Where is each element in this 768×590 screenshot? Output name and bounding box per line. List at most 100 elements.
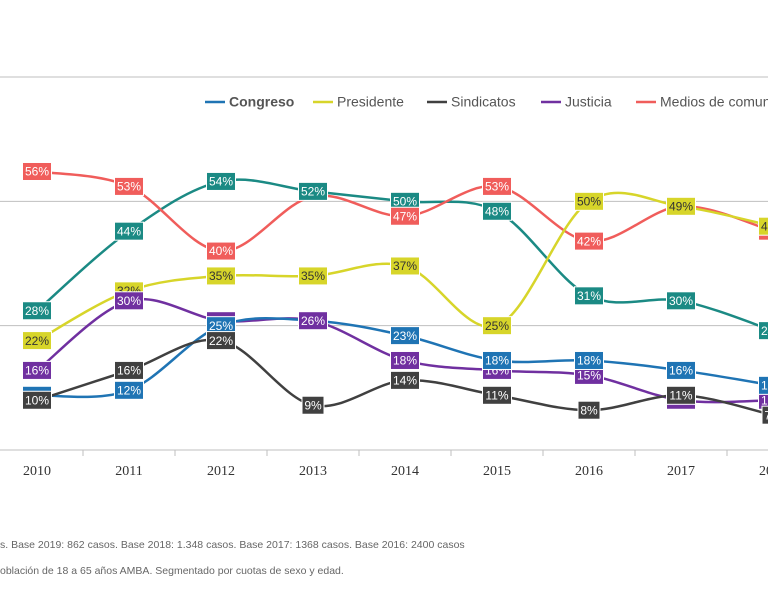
value-label-text: 42% — [577, 234, 601, 248]
value-label-text: 15% — [577, 369, 601, 383]
value-label-box — [206, 266, 236, 286]
value-label-text: 53% — [117, 180, 141, 194]
value-label-box — [22, 161, 52, 181]
value-label-text: 18% — [393, 354, 417, 368]
value-label: 47% — [390, 206, 420, 226]
value-label-text: 52% — [301, 185, 325, 199]
value-label: 14% — [390, 370, 420, 390]
value-label-text: 22% — [209, 334, 233, 348]
value-label-text: 53% — [485, 180, 509, 194]
value-label: 8% — [577, 400, 601, 420]
value-label-text: 40% — [209, 244, 233, 258]
x-tick-label: 2013 — [299, 464, 327, 479]
value-label-text: 45% — [761, 219, 768, 233]
value-label-text: 11% — [485, 388, 508, 402]
x-tick-label: 2010 — [23, 464, 51, 479]
value-label: 9% — [301, 395, 325, 415]
footnote: oblación de 18 a 65 años AMBA. Segmentad… — [0, 565, 344, 577]
value-label-box — [22, 360, 52, 380]
value-label-text: 30% — [117, 294, 141, 308]
value-label-box — [758, 375, 768, 395]
value-label-box — [114, 221, 144, 241]
value-label: 56% — [22, 161, 52, 181]
value-label: 28% — [22, 301, 52, 321]
value-label: 40% — [206, 241, 236, 261]
value-label: 30% — [114, 291, 144, 311]
value-label-text: 44% — [117, 224, 141, 238]
value-label-text: 23% — [393, 329, 417, 343]
value-label-box — [574, 231, 604, 251]
x-tick-label: 2011 — [115, 464, 142, 479]
value-label-box — [114, 380, 144, 400]
value-label: 16% — [666, 360, 696, 380]
value-label-box — [482, 176, 512, 196]
value-label-text: 56% — [25, 165, 49, 179]
value-label-text: 50% — [577, 195, 601, 209]
value-label-text: 37% — [393, 259, 417, 273]
value-label-text: 11% — [669, 388, 692, 402]
value-label: 24% — [758, 321, 768, 341]
value-label: 53% — [482, 176, 512, 196]
value-label-text: 18% — [485, 354, 509, 368]
value-label: 50% — [390, 191, 420, 211]
legend-label: Presidente — [337, 94, 404, 110]
legend-label: Medios de comunicación — [660, 94, 768, 110]
value-label: 35% — [206, 266, 236, 286]
value-label-box — [114, 176, 144, 196]
x-tick-label: 2016 — [575, 464, 603, 479]
value-label-box — [114, 360, 144, 380]
value-label: 25% — [206, 316, 236, 336]
value-label-box — [390, 206, 420, 226]
value-label-text: 30% — [669, 294, 693, 308]
value-label-text: 16% — [669, 364, 693, 378]
value-label: 18% — [482, 350, 512, 370]
value-label: 10% — [758, 390, 768, 410]
value-label: 23% — [390, 326, 420, 346]
footnote: s. Base 2019: 862 casos. Base 2018: 1.34… — [0, 539, 465, 551]
value-label-box — [482, 201, 512, 221]
value-label-text: 14% — [393, 374, 417, 388]
value-label: 11% — [482, 385, 512, 405]
value-label-text: 10% — [761, 393, 768, 407]
value-label-box — [298, 181, 328, 201]
x-tick-label: 2014 — [391, 464, 419, 479]
value-label-text: 10% — [25, 393, 49, 407]
value-label: 26% — [298, 311, 328, 331]
value-label-box — [206, 171, 236, 191]
value-label: 18% — [390, 350, 420, 370]
value-label-box — [482, 350, 512, 370]
value-label-box — [761, 405, 768, 425]
value-label: 16% — [22, 360, 52, 380]
value-label-box — [666, 360, 696, 380]
value-label: 53% — [114, 176, 144, 196]
value-label-text: 7% — [764, 408, 768, 422]
value-label: 48% — [482, 201, 512, 221]
value-label: 44% — [114, 221, 144, 241]
x-tick-label: 2018 — [759, 464, 768, 479]
value-label-text: 26% — [301, 314, 325, 328]
x-tick-label: 2017 — [667, 464, 695, 479]
value-label-box — [22, 331, 52, 351]
value-label-text: 16% — [25, 364, 49, 378]
value-label: 22% — [22, 331, 52, 351]
value-label-box — [298, 266, 328, 286]
value-label-box — [574, 191, 604, 211]
value-label-box — [482, 316, 512, 336]
value-label-box — [390, 256, 420, 276]
value-label: 45% — [758, 216, 768, 236]
legend-label: Congreso — [229, 94, 294, 110]
value-label-box — [301, 395, 325, 415]
value-label: 35% — [298, 266, 328, 286]
value-label-box — [666, 385, 696, 405]
value-label-box — [758, 390, 768, 410]
value-label-box — [758, 216, 768, 236]
value-label-text: 22% — [25, 334, 49, 348]
value-label-text: 18% — [577, 354, 601, 368]
value-label-text: 24% — [761, 324, 768, 338]
value-label: 13% — [758, 375, 768, 395]
value-label: 18% — [574, 350, 604, 370]
value-label: 52% — [298, 181, 328, 201]
legend-label: Sindicatos — [451, 94, 516, 110]
